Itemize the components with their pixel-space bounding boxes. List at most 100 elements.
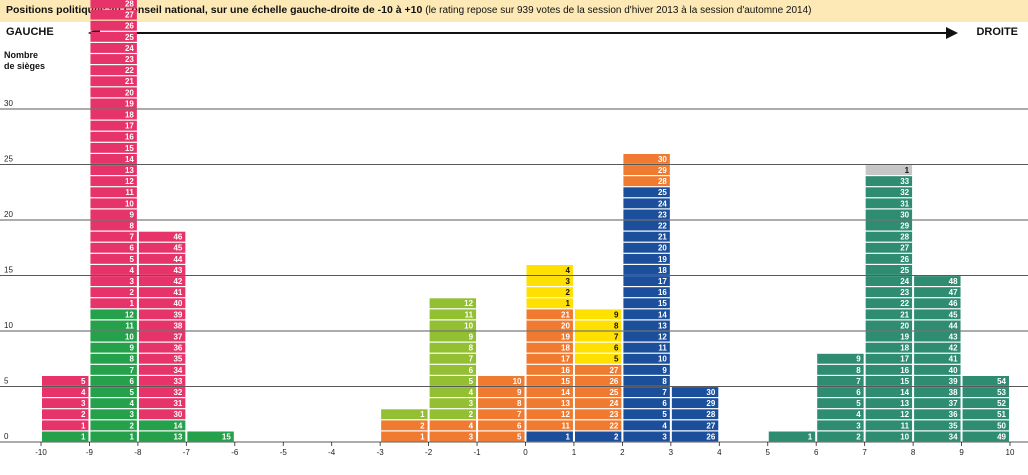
seat-label: 34 <box>949 432 958 441</box>
seat-bar <box>865 387 913 397</box>
x-tick-label: -2 <box>425 448 433 457</box>
seat-bar <box>429 320 477 331</box>
seat-bar <box>574 387 622 397</box>
seat-bar <box>138 253 186 264</box>
x-tick-label: -3 <box>377 448 385 457</box>
seat-bar <box>138 376 186 386</box>
seat-bar <box>914 409 961 420</box>
seat-bar <box>429 398 477 409</box>
seat-label: 2 <box>420 421 425 430</box>
seat-label: 16 <box>900 366 909 375</box>
seat-label: 10 <box>900 432 909 441</box>
x-tick-label: 5 <box>766 448 771 457</box>
seat-bar <box>429 309 477 320</box>
seat-label: 41 <box>173 288 182 297</box>
seat-bar <box>914 364 961 375</box>
seat-bar <box>138 276 186 286</box>
seat-bar <box>42 398 89 409</box>
seat-label: 8 <box>662 377 667 386</box>
seat-label: 25 <box>125 33 134 42</box>
seat-label: 24 <box>125 44 134 53</box>
y-tick-label: 15 <box>4 266 13 275</box>
seat-bar <box>138 265 186 275</box>
seat-label: 5 <box>662 410 667 419</box>
seat-label: 1 <box>808 432 813 441</box>
seat-bar <box>623 398 670 409</box>
seat-label: 6 <box>129 244 134 253</box>
seat-label: 44 <box>949 321 958 330</box>
seat-label: 23 <box>125 55 134 64</box>
seat-bar <box>865 231 913 242</box>
seat-bar <box>90 331 137 342</box>
seat-bar <box>865 342 913 353</box>
seat-label: 9 <box>614 310 619 319</box>
seat-bar <box>817 409 864 420</box>
seat-bar <box>574 331 622 342</box>
y-tick-label: 20 <box>4 210 13 219</box>
seat-label: 5 <box>81 377 86 386</box>
seat-bar <box>671 431 719 442</box>
seat-label: 16 <box>658 288 667 297</box>
seat-bar <box>817 387 864 397</box>
seat-label: 3 <box>129 277 134 286</box>
seat-label: 22 <box>658 222 667 231</box>
seat-label: 25 <box>658 188 667 197</box>
seat-bar <box>90 209 137 220</box>
seat-label: 11 <box>465 310 474 319</box>
seat-label: 8 <box>129 355 134 364</box>
seat-label: 20 <box>561 321 570 330</box>
seat-bar <box>865 198 913 209</box>
seat-label: 49 <box>997 432 1006 441</box>
seat-label: 28 <box>658 177 667 186</box>
seat-label: 6 <box>662 399 667 408</box>
seat-bar <box>138 420 186 431</box>
seat-bar <box>623 376 670 386</box>
seat-bar <box>865 298 913 309</box>
seat-bar <box>526 265 573 275</box>
x-tick-label: 3 <box>669 448 674 457</box>
seat-label: 5 <box>614 355 619 364</box>
x-tick-label: 4 <box>717 448 722 457</box>
seat-label: 50 <box>997 421 1006 430</box>
right-direction-label: DROITE <box>976 26 1018 38</box>
seat-bar <box>623 198 670 209</box>
seat-bar <box>623 309 670 320</box>
seat-bar <box>962 398 1009 409</box>
seat-label: 11 <box>658 344 667 353</box>
seat-label: 12 <box>658 333 667 342</box>
seat-bar <box>90 65 137 76</box>
seat-label: 3 <box>856 421 861 430</box>
seat-label: 8 <box>856 366 861 375</box>
seat-bar <box>90 87 137 98</box>
seat-label: 21 <box>125 77 134 86</box>
seat-label: 22 <box>900 299 909 308</box>
seat-label: 28 <box>706 410 715 419</box>
seat-bar <box>914 309 961 320</box>
seat-bar <box>865 398 913 409</box>
seat-label: 8 <box>614 321 619 330</box>
seat-label: 45 <box>949 310 958 319</box>
seat-bar <box>623 165 670 175</box>
seat-bar <box>478 420 525 431</box>
seat-label: 25 <box>900 266 909 275</box>
x-tick-label: -5 <box>280 448 288 457</box>
seat-label: 9 <box>517 388 522 397</box>
seat-bar <box>90 420 137 431</box>
seat-bar <box>865 431 913 442</box>
seat-label: 37 <box>949 399 958 408</box>
seat-bar <box>90 287 137 298</box>
x-tick-label: 8 <box>911 448 916 457</box>
seat-label: 15 <box>222 432 231 441</box>
seat-label: 1 <box>420 410 425 419</box>
seat-label: 1 <box>81 432 86 441</box>
seat-bar <box>90 120 137 131</box>
seat-label: 7 <box>129 366 134 375</box>
seat-bar <box>865 209 913 220</box>
seat-label: 21 <box>900 310 909 319</box>
seat-bar <box>623 154 670 164</box>
seat-label: 27 <box>609 366 618 375</box>
seat-bar <box>90 43 137 53</box>
seat-label: 31 <box>173 399 182 408</box>
seat-label: 11 <box>125 321 134 330</box>
seat-label: 35 <box>949 421 958 430</box>
